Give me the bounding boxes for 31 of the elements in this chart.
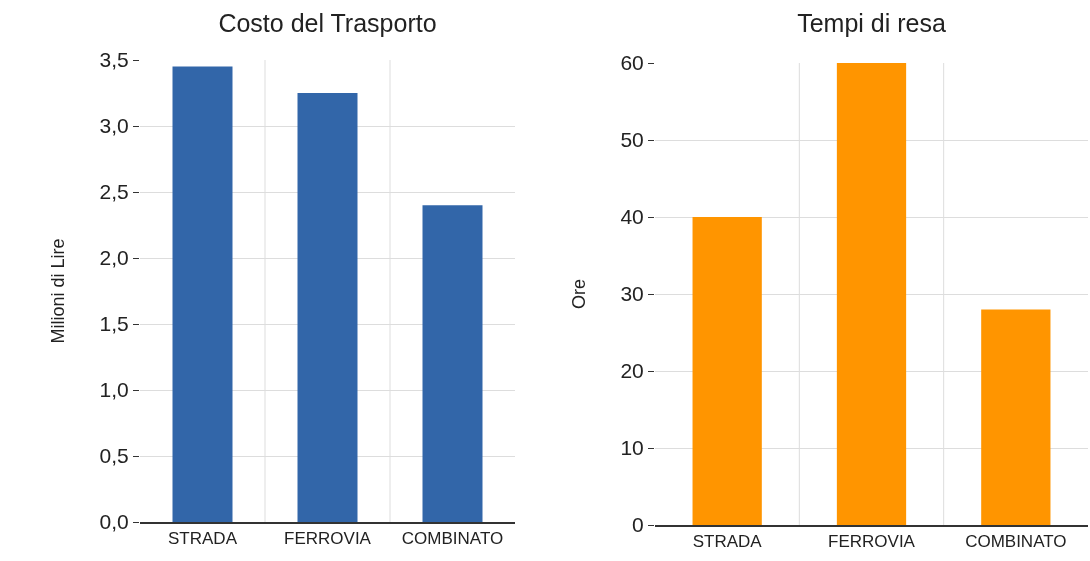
x-tick-label: FERROVIA [828, 532, 916, 552]
x-tick-label: COMBINATO [401, 529, 504, 549]
y-axis-title: Milioni di Lire [47, 238, 68, 344]
y-tick-label: 0,5 [99, 444, 129, 468]
y-tick-label: 2,0 [99, 246, 129, 270]
y-tick-label: 0 [632, 513, 644, 537]
chart-title: Costo del Trasporto [218, 8, 437, 37]
y-tick-label: 60 [620, 51, 644, 75]
y-tick-label: 20 [620, 359, 644, 383]
y-tick-label: 30 [620, 282, 644, 306]
x-tick-label: STRADA [692, 532, 763, 552]
bar [172, 66, 233, 522]
bar [692, 217, 762, 525]
x-tick-label: COMBINATO [965, 532, 1067, 552]
y-tick-label: 3,5 [99, 48, 129, 72]
y-tick-label: 3,0 [99, 114, 129, 138]
bar [422, 205, 483, 522]
y-axis-title: Ore [568, 278, 589, 310]
y-tick-label: 10 [620, 436, 644, 460]
y-tick-label: 1,0 [99, 378, 129, 402]
x-tick-label: FERROVIA [284, 529, 372, 549]
y-tick-label: 1,5 [99, 312, 129, 336]
x-tick-label: STRADA [168, 529, 238, 549]
bar [836, 63, 907, 525]
y-tick-label: 50 [620, 128, 644, 152]
y-tick-label: 2,5 [99, 180, 129, 204]
bar [297, 93, 358, 522]
y-tick-label: 40 [620, 205, 644, 229]
chart-title: Tempi di resa [797, 8, 946, 37]
y-tick-label: 0,0 [99, 510, 129, 534]
bar [981, 309, 1051, 525]
